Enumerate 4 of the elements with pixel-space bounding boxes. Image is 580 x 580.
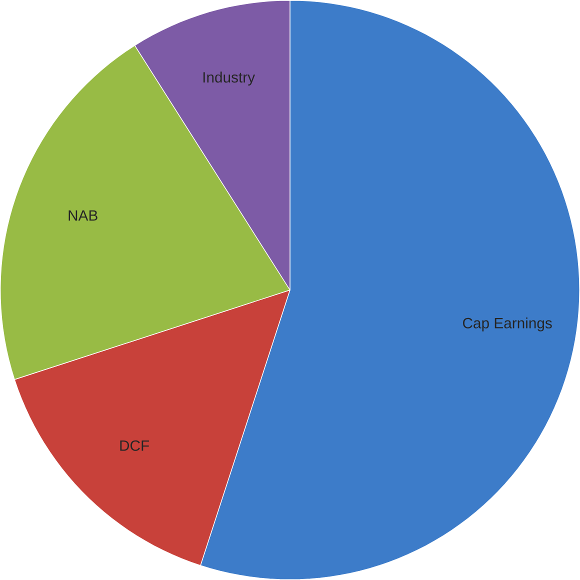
slice-label: DCF [120,440,150,451]
slice-label: Cap Earnings [463,317,552,332]
slice-label: Industry [204,72,256,86]
slice-label: NAB [68,210,98,221]
